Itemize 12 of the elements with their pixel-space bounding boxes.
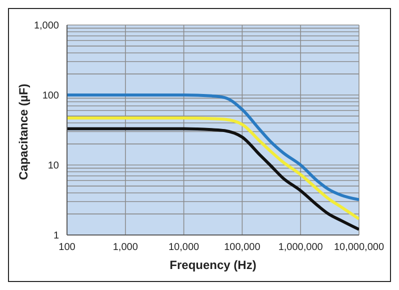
x-tick-label: 1,000 xyxy=(112,242,138,254)
x-tick-label: 100,000 xyxy=(224,242,261,254)
x-tick-label: 100 xyxy=(58,242,76,254)
x-tick-label: 10,000,000 xyxy=(334,242,384,254)
x-axis-title: Frequency (Hz) xyxy=(170,258,256,272)
y-axis-title: Capacitance (µF) xyxy=(16,84,30,180)
y-tick-label: 1 xyxy=(53,230,60,242)
y-tick-label: 1,000 xyxy=(34,20,60,32)
x-tick-label: 1,000,000 xyxy=(278,242,324,254)
x-tick-label: 10,000 xyxy=(168,242,200,254)
y-tick-label: 100 xyxy=(42,90,60,102)
y-tick-label: 10 xyxy=(48,160,60,172)
